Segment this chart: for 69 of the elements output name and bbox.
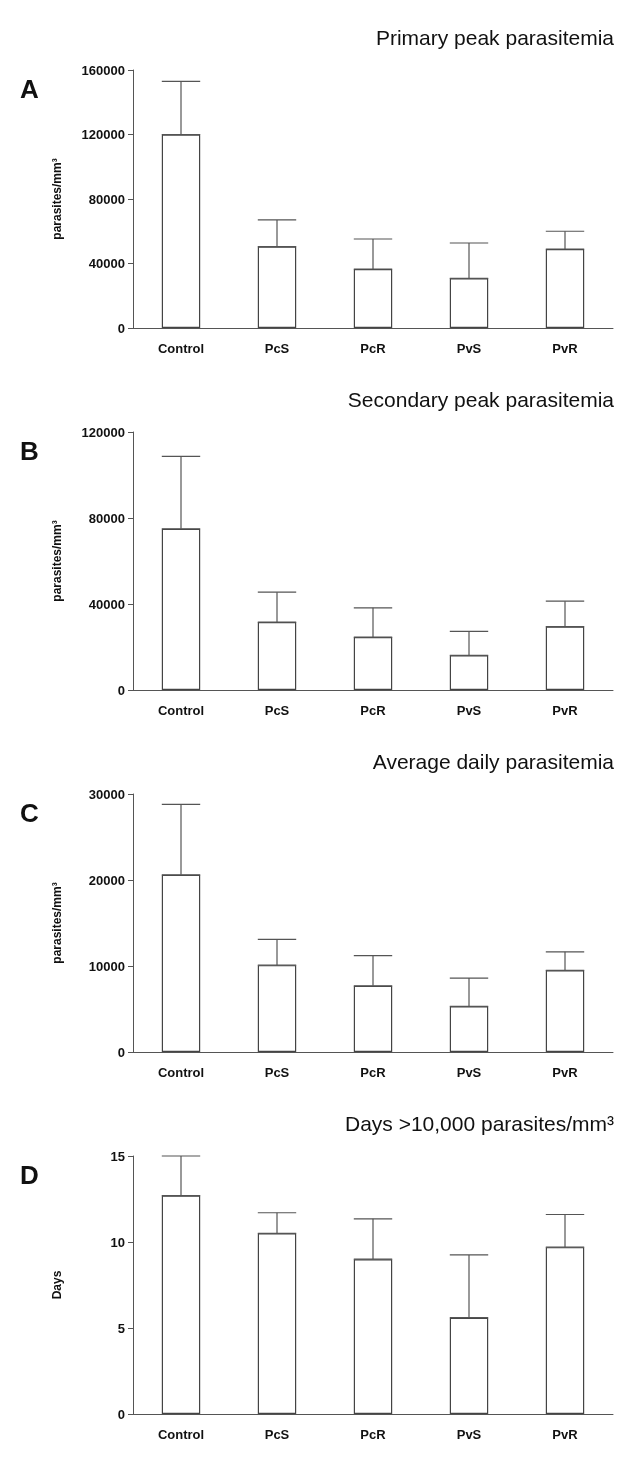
bar [161, 1195, 201, 1414]
chart-title: Primary peak parasitemia [375, 26, 615, 49]
text: A [20, 74, 39, 104]
x-tick-label: PcR [360, 1427, 387, 1442]
x-tick-label: PvR [552, 1427, 579, 1442]
y-tick-label: 40000 [88, 256, 125, 271]
bar [449, 1317, 489, 1414]
y-tick-label: 80000 [88, 510, 125, 526]
y-tick-label: 160000 [81, 62, 125, 78]
y-axis-title: Days [50, 1270, 64, 1300]
x-tick-label: PvR [552, 703, 579, 718]
bar [161, 874, 201, 1052]
x-tick-label: PcS [264, 703, 290, 718]
y-tick-label: 0 [117, 1406, 125, 1422]
x-tick-label: PcR [360, 341, 387, 356]
y-tick-label: 120000 [81, 127, 125, 142]
y-axis-title: parasites/mm³ [50, 520, 64, 602]
bar [545, 1247, 585, 1414]
bar [257, 622, 297, 690]
chart-title: Secondary peak parasitemia [347, 388, 615, 411]
y-tick-label: 10000 [88, 958, 125, 974]
y-tick-label: 80000 [88, 191, 125, 207]
x-tick-label: PvR [552, 1065, 579, 1080]
bar [161, 528, 201, 690]
text: D [20, 1160, 39, 1190]
x-tick-label: PvS [456, 1427, 482, 1442]
y-tick-label: 0 [117, 682, 125, 698]
x-tick-label: PcR [360, 1065, 387, 1080]
text: C [20, 798, 39, 828]
x-tick-label: PcR [360, 703, 387, 718]
bar [353, 637, 393, 690]
bar [545, 248, 585, 328]
bar [353, 1259, 393, 1414]
x-tick-label: PcS [264, 1065, 290, 1080]
x-tick-label: Control [157, 1427, 205, 1442]
bar [353, 268, 393, 328]
x-tick-label: PvS [456, 341, 482, 356]
x-tick-label: PvR [552, 341, 579, 356]
y-axis-title: parasites/mm³ [50, 158, 64, 240]
y-tick-label: 5 [117, 1320, 125, 1336]
x-tick-label: Control [157, 703, 205, 718]
y-tick-label: 40000 [88, 596, 125, 612]
y-axis-title: parasites/mm³ [50, 882, 64, 964]
x-tick-label: PvS [456, 703, 482, 718]
chart-title: Average daily parasitemia [372, 750, 615, 773]
text: B [20, 436, 39, 466]
y-tick-label: 30000 [88, 786, 125, 802]
bar [161, 134, 201, 328]
y-tick-label: 0 [117, 1044, 125, 1060]
y-tick-label: 15 [110, 1148, 125, 1164]
bar [257, 965, 297, 1052]
y-tick-label: 10 [110, 1234, 125, 1250]
bar [449, 1006, 489, 1052]
bar [449, 278, 489, 328]
bar [545, 970, 585, 1052]
x-tick-label: PvS [456, 1065, 482, 1080]
y-tick-label: 0 [117, 320, 125, 336]
bar [257, 246, 297, 328]
x-tick-label: PcS [264, 1427, 290, 1442]
x-tick-label: Control [157, 341, 205, 356]
x-tick-label: Control [157, 1065, 205, 1080]
y-tick-label: 120000 [81, 424, 125, 440]
bar [353, 985, 393, 1052]
bar [449, 655, 489, 690]
x-tick-label: PcS [264, 341, 290, 356]
chart-title: Days >10,000 parasites/mm³ [344, 1112, 615, 1135]
y-tick-label: 20000 [88, 872, 125, 888]
bar [257, 1233, 297, 1414]
bar [545, 626, 585, 690]
